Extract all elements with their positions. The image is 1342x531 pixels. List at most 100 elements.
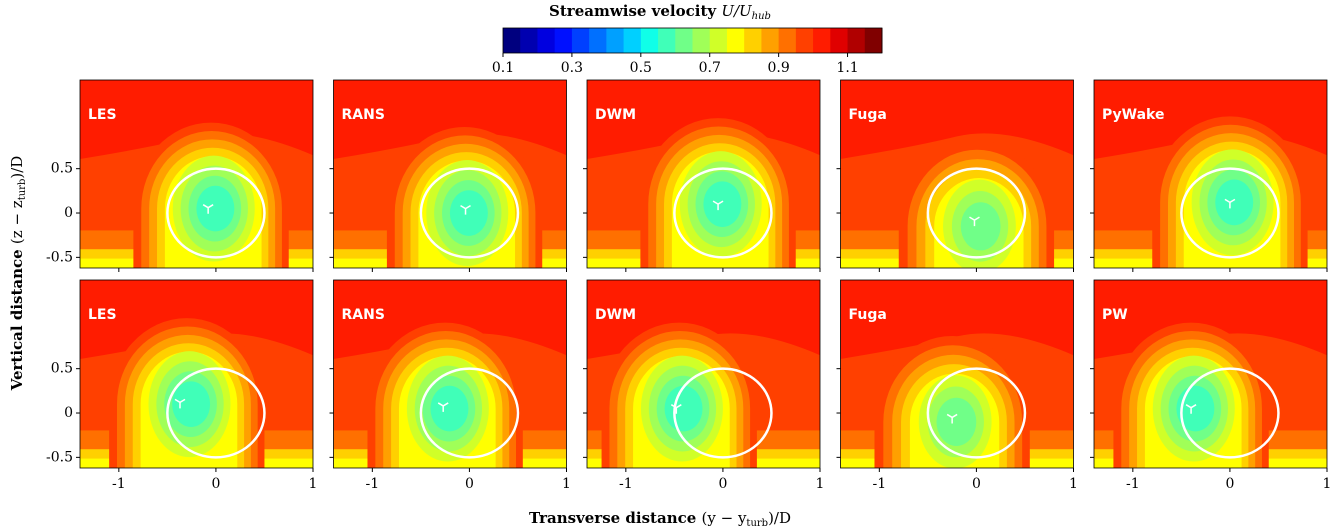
panel-label: DWM — [595, 307, 636, 323]
colorbar-swatch — [864, 28, 883, 53]
frame — [840, 79, 1074, 269]
x-tick-label: 0 — [211, 476, 220, 492]
panel: Fuga — [840, 80, 1074, 268]
x-label-text: Transverse distance — [529, 509, 696, 527]
colorbar-swatch — [847, 28, 866, 53]
y-label-text: Vertical distance — [8, 249, 26, 391]
rotor — [166, 367, 266, 459]
rotor — [166, 167, 266, 259]
frame — [1093, 79, 1328, 269]
x-tick-label: 0 — [718, 476, 727, 492]
hub — [437, 402, 449, 412]
rotor — [419, 167, 520, 259]
colorbar-swatch — [503, 28, 521, 53]
colorbar-swatch — [761, 28, 780, 53]
wake-contour — [172, 381, 211, 427]
y-tick-label: -0.5 — [46, 449, 73, 465]
panel-label: PyWake — [1102, 107, 1164, 123]
rotor — [419, 367, 520, 459]
colorbar-swatch — [709, 28, 728, 53]
colorbar-subscript: hub — [752, 11, 771, 22]
x-tick-label: -1 — [366, 476, 380, 492]
hub — [670, 404, 682, 414]
frame — [586, 279, 821, 469]
colorbar-tick-label: 0.5 — [630, 60, 652, 76]
panel: PW — [1094, 280, 1327, 468]
x-tick-label: 0 — [1225, 476, 1234, 492]
hub — [969, 216, 980, 227]
x-tick-label: 0 — [972, 476, 981, 492]
colorbar-swatch — [623, 28, 642, 53]
colorbar-tick-label: 0.7 — [699, 60, 721, 76]
panel-label: Fuga — [849, 107, 887, 123]
panel-label: PW — [1102, 307, 1128, 323]
frame — [1093, 279, 1328, 469]
wake-contour — [430, 385, 469, 432]
panel: PyWake — [1094, 80, 1327, 268]
wake-contour — [196, 185, 235, 232]
x-label-tail: )/D — [768, 509, 791, 527]
colorbar-swatch — [813, 28, 831, 53]
colorbar-title-text: Streamwise velocity — [549, 2, 717, 20]
rotor — [673, 367, 773, 459]
frame — [840, 279, 1074, 469]
colorbar-swatch — [537, 28, 556, 53]
colorbar-swatch — [830, 28, 849, 53]
frame — [333, 279, 567, 469]
y-tick-label: 0 — [64, 405, 73, 421]
y-label-tail: )/D — [8, 156, 26, 179]
x-axis-label: Transverse distance (y − yturb)/D — [529, 509, 791, 529]
wake-contour — [449, 190, 488, 236]
panel-label: LES — [88, 307, 117, 323]
hub — [946, 413, 958, 424]
colorbar-swatch — [675, 28, 693, 53]
y-axis-label: Vertical distance (z − zturb)/D — [8, 156, 28, 392]
panel: DWM — [587, 80, 820, 268]
wake-contour — [664, 385, 703, 432]
x-tick-label: 1 — [309, 476, 318, 492]
x-tick-label: 1 — [1323, 476, 1332, 492]
hub — [174, 398, 186, 409]
x-tick-label: 1 — [1069, 476, 1078, 492]
panel-label: DWM — [595, 107, 636, 123]
panel-label: Fuga — [849, 307, 887, 323]
wake-contour — [1215, 179, 1254, 226]
colorbar-tick-label: 1.1 — [836, 60, 858, 76]
y-label-sub: turb — [17, 179, 28, 201]
frame — [333, 79, 567, 269]
wake-contour — [960, 202, 1001, 251]
panel-label: RANS — [342, 307, 385, 323]
panel: RANS — [333, 80, 567, 268]
colorbar-swatch — [744, 28, 762, 53]
panel: LES — [80, 80, 313, 268]
colorbar-frame — [502, 27, 883, 54]
wake-contour — [1176, 385, 1215, 432]
colorbar-swatch — [589, 28, 607, 53]
frame — [79, 279, 314, 469]
frame — [79, 79, 314, 269]
y-tick-label: 0 — [64, 205, 73, 221]
y-label-math: (z − z — [8, 200, 26, 244]
x-tick-label: 0 — [465, 476, 474, 492]
hub — [712, 200, 724, 211]
colorbar-swatch — [778, 28, 797, 53]
hub — [1224, 198, 1236, 209]
colorbar-title: Streamwise velocity U/Uhub — [549, 2, 771, 22]
colorbar-swatch — [692, 28, 711, 53]
colorbar-tick-label: 0.9 — [768, 60, 790, 76]
colorbar-tick-label: 0.3 — [561, 60, 583, 76]
x-label-sub: turb — [746, 518, 768, 529]
colorbar-swatch — [658, 28, 676, 53]
panel-label: RANS — [342, 107, 385, 123]
panel: DWM — [587, 280, 820, 468]
panel: LES — [80, 280, 313, 468]
panel: Fuga — [840, 280, 1074, 468]
colorbar-swatch — [571, 28, 590, 53]
x-tick-label: -1 — [1126, 476, 1140, 492]
wake-contour — [936, 397, 977, 446]
colorbar-swatch — [640, 28, 659, 53]
rotor — [926, 167, 1027, 259]
colorbar-tick-label: 0.1 — [492, 60, 514, 76]
hub — [460, 204, 471, 215]
